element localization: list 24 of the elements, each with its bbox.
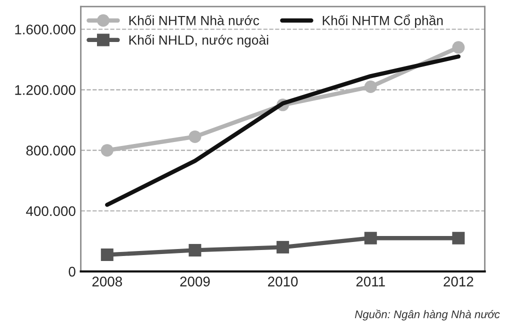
x-tick-label: 2010 [268,276,298,286]
point [276,240,290,254]
point [364,232,377,244]
point [452,232,465,244]
point [452,41,465,54]
point [100,144,114,157]
y-tick-label: 1.600.000 [15,24,76,34]
y-tick-label: 1.200.000 [15,85,76,95]
line-series [105,54,461,207]
legend-label: Khối NHTM Cổ phần [322,14,443,28]
y-tick-label: 800.000 [26,146,76,156]
point [100,248,114,262]
legend-label: Khối NHTM Nhà nước [129,14,260,26]
point [188,130,202,143]
x-tick-label: 2009 [180,276,210,286]
x-tick-label: 2012 [444,276,474,286]
y-tick-label: 0 [68,266,76,277]
x-tick-label: 2008 [92,276,122,286]
y-tick-label: 400.000 [26,206,76,216]
point [188,244,202,256]
text: Nguồn: Ngân hàng Nhà nước [354,310,500,320]
x-tick-label: 2011 [356,276,385,286]
legend-label: Khối NHLD, nước ngoài [129,34,268,48]
point [364,80,377,94]
